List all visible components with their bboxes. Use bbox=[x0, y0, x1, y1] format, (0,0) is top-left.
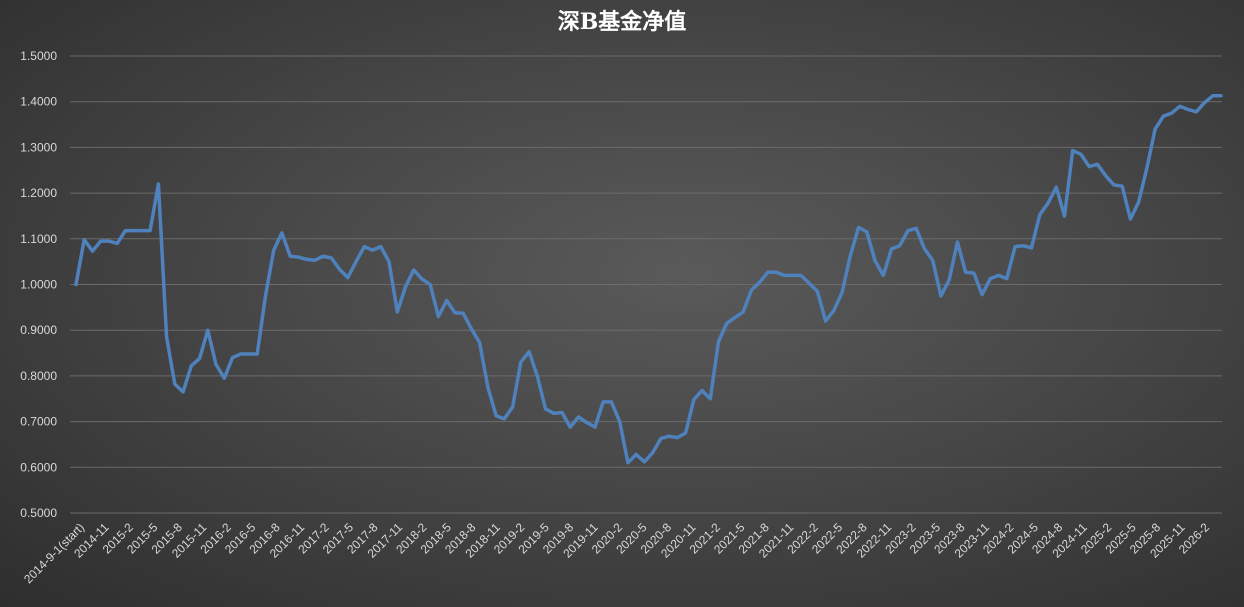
y-tick-label: 0.6000 bbox=[20, 460, 57, 474]
y-tick-label: 1.4000 bbox=[20, 95, 57, 109]
y-tick-label: 1.5000 bbox=[20, 49, 57, 63]
y-tick-label: 1.0000 bbox=[20, 278, 57, 292]
y-tick-label: 0.9000 bbox=[20, 323, 57, 337]
y-tick-label: 1.3000 bbox=[20, 140, 57, 154]
y-tick-label: 0.5000 bbox=[20, 506, 57, 520]
gridlines bbox=[70, 55, 1222, 514]
series-layer bbox=[74, 94, 1223, 465]
y-tick-label: 1.1000 bbox=[20, 232, 57, 246]
y-tick-label: 0.7000 bbox=[20, 415, 57, 429]
y-tick-label: 0.8000 bbox=[20, 369, 57, 383]
chart-title: 深B基金净值 bbox=[557, 9, 687, 35]
x-axis-ticks: 2014-9-1(start)2014-112015-22015-52015-8… bbox=[21, 520, 1212, 586]
series-line bbox=[74, 94, 1223, 465]
y-axis-ticks: 0.5000 0.6000 0.7000 0.8000 0.9000 1.0000 1.10… bbox=[20, 49, 57, 520]
y-tick-label: 1.2000 bbox=[20, 186, 57, 200]
